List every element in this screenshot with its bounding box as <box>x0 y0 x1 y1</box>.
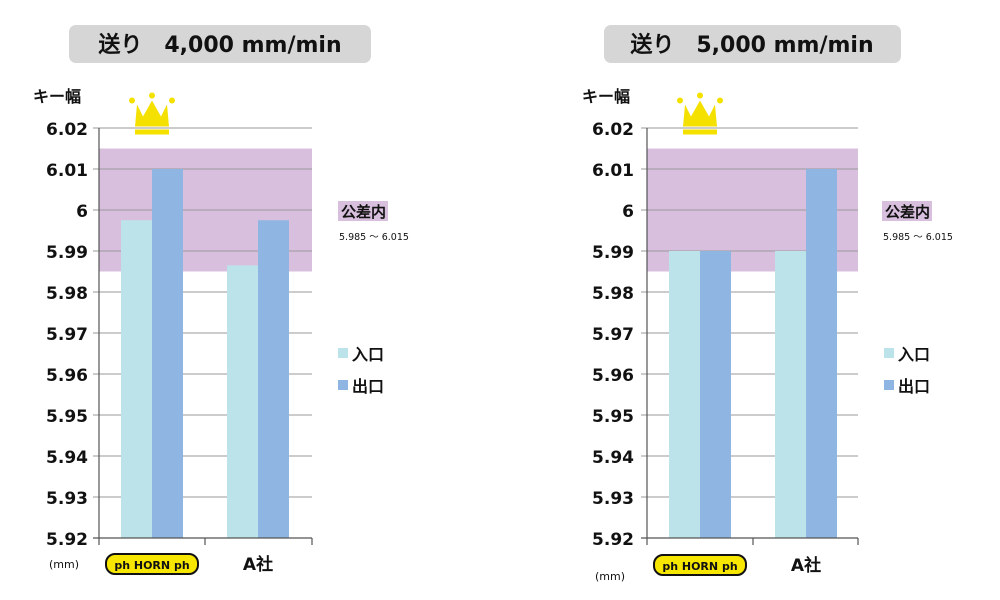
x-category-label: A社 <box>243 554 273 575</box>
chart-title-bg <box>604 25 901 63</box>
bar-entry <box>121 220 152 538</box>
y-tick-label: 5.96 <box>46 366 88 386</box>
y-tick-label: 6 <box>622 202 634 222</box>
y-tick-label: 5.97 <box>592 325 634 345</box>
bar-entry <box>227 265 258 538</box>
y-axis-label: キー幅 <box>33 87 81 106</box>
crown-body <box>135 100 169 127</box>
bar-entry <box>669 251 700 538</box>
crown-jewel <box>717 97 723 104</box>
legend-label-entry: 入口 <box>352 345 384 364</box>
tolerance-label: 公差内 <box>885 203 930 221</box>
legend-swatch-entry <box>338 348 348 358</box>
legend-swatch-entry <box>884 348 894 358</box>
legend-label-entry: 入口 <box>898 345 930 364</box>
tolerance-label-bg <box>882 201 932 221</box>
chart-panel-4000: 送り 4,000 mm/min キー幅 (mm) 6.02 6.01 6 5.99 5.… <box>33 25 409 575</box>
y-tick-label: 5.93 <box>46 489 88 509</box>
legend-swatch-exit <box>884 380 894 390</box>
tolerance-label: 公差内 <box>341 203 386 221</box>
y-tick-label: 5.98 <box>592 284 634 304</box>
y-tick-label: 5.94 <box>46 448 88 468</box>
crown-jewel <box>677 97 683 104</box>
bar-entry <box>775 251 806 538</box>
tolerance-annotation: 公差内 5.985 ～ 6.015 <box>338 201 409 243</box>
legend-label-exit: 出口 <box>352 377 384 396</box>
horn-logo-badge <box>105 553 199 575</box>
crown-jewel <box>149 92 155 99</box>
x-category-label: A社 <box>791 555 821 576</box>
horn-logo-badge <box>653 554 747 576</box>
y-tick-label: 5.98 <box>46 284 88 304</box>
y-tick-label: 5.96 <box>592 366 634 386</box>
y-tick-label: 5.99 <box>46 243 88 263</box>
y-tick-label: 6.01 <box>46 161 88 181</box>
chart-panel-5000: 送り 5,000 mm/min キー幅 (mm) 6.02 6.01 6 5.99 5.… <box>582 25 953 583</box>
y-tick-label: 5.92 <box>592 530 634 550</box>
unit-label: (mm) <box>595 570 625 583</box>
crown-jewel <box>129 97 135 104</box>
legend-label-exit: 出口 <box>898 377 930 396</box>
horn-logo-text: ph HORN ph <box>662 560 737 573</box>
y-tick-label: 6 <box>76 202 88 222</box>
horn-logo: ph HORN ph <box>105 553 199 575</box>
y-tick-label: 5.99 <box>592 243 634 263</box>
y-axis-label: キー幅 <box>582 87 630 106</box>
crown-band <box>683 129 717 135</box>
legend: 入口 出口 <box>884 345 930 396</box>
tolerance-range: 5.985 ～ 6.015 <box>339 232 409 243</box>
tolerance-annotation: 公差内 5.985 ～ 6.015 <box>882 201 953 243</box>
y-tick-label: 5.94 <box>592 448 634 468</box>
legend: 入口 出口 <box>338 345 384 396</box>
bar-exit <box>700 251 731 538</box>
chart-title-bg <box>69 25 371 63</box>
crown-icon <box>677 92 723 135</box>
horn-logo: ph HORN ph <box>653 554 747 576</box>
tolerance-range: 5.985 ～ 6.015 <box>883 232 953 243</box>
plot-area: 6.02 6.01 6 5.99 5.98 5.97 5.96 5.95 5.94 5.93 5.9… <box>46 92 313 575</box>
y-tick-label: 6.02 <box>592 120 634 140</box>
y-tick-label: 5.93 <box>592 489 634 509</box>
crown-body <box>683 100 717 127</box>
y-tick-label: 6.02 <box>46 120 88 140</box>
crown-jewel <box>697 92 703 99</box>
bar-exit <box>152 169 183 538</box>
tolerance-label-bg <box>338 201 388 221</box>
legend-swatch-exit <box>338 380 348 390</box>
horn-logo-text: ph HORN ph <box>114 559 189 572</box>
plot-area: 6.02 6.01 6 5.99 5.98 5.97 5.96 5.95 5.94 5.93 5.9… <box>592 92 859 576</box>
chart-title: 送り 4,000 mm/min <box>98 32 341 58</box>
bar-exit <box>806 169 837 538</box>
unit-label: (mm) <box>49 558 79 571</box>
crown-jewel <box>169 97 175 104</box>
y-tick-label: 5.92 <box>46 530 88 550</box>
y-tick-label: 6.01 <box>592 161 634 181</box>
bar-exit <box>258 220 289 538</box>
crown-band <box>135 129 169 135</box>
y-tick-label: 5.95 <box>46 407 88 427</box>
chart-title: 送り 5,000 mm/min <box>630 32 873 58</box>
crown-icon <box>129 92 175 135</box>
y-tick-label: 5.97 <box>46 325 88 345</box>
y-tick-label: 5.95 <box>592 407 634 427</box>
